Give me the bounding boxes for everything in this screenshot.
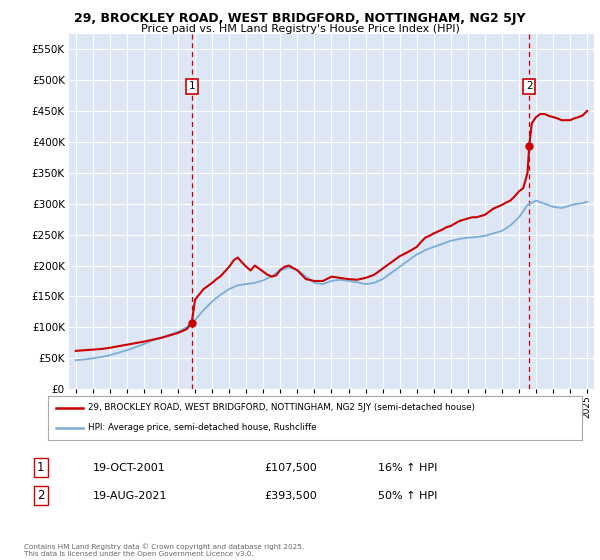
- Text: £393,500: £393,500: [264, 491, 317, 501]
- Text: Contains HM Land Registry data © Crown copyright and database right 2025.
This d: Contains HM Land Registry data © Crown c…: [24, 544, 304, 557]
- Text: 1: 1: [188, 81, 195, 91]
- Text: 2: 2: [526, 81, 533, 91]
- Text: 1: 1: [37, 461, 44, 474]
- Text: 16% ↑ HPI: 16% ↑ HPI: [378, 463, 437, 473]
- Text: HPI: Average price, semi-detached house, Rushcliffe: HPI: Average price, semi-detached house,…: [88, 423, 317, 432]
- Text: 29, BROCKLEY ROAD, WEST BRIDGFORD, NOTTINGHAM, NG2 5JY (semi-detached house): 29, BROCKLEY ROAD, WEST BRIDGFORD, NOTTI…: [88, 403, 475, 412]
- Text: £107,500: £107,500: [264, 463, 317, 473]
- Text: 2: 2: [37, 489, 44, 502]
- Text: 29, BROCKLEY ROAD, WEST BRIDGFORD, NOTTINGHAM, NG2 5JY: 29, BROCKLEY ROAD, WEST BRIDGFORD, NOTTI…: [74, 12, 526, 25]
- Text: Price paid vs. HM Land Registry's House Price Index (HPI): Price paid vs. HM Land Registry's House …: [140, 24, 460, 34]
- Text: 50% ↑ HPI: 50% ↑ HPI: [378, 491, 437, 501]
- Text: 19-OCT-2001: 19-OCT-2001: [93, 463, 166, 473]
- Text: 19-AUG-2021: 19-AUG-2021: [93, 491, 167, 501]
